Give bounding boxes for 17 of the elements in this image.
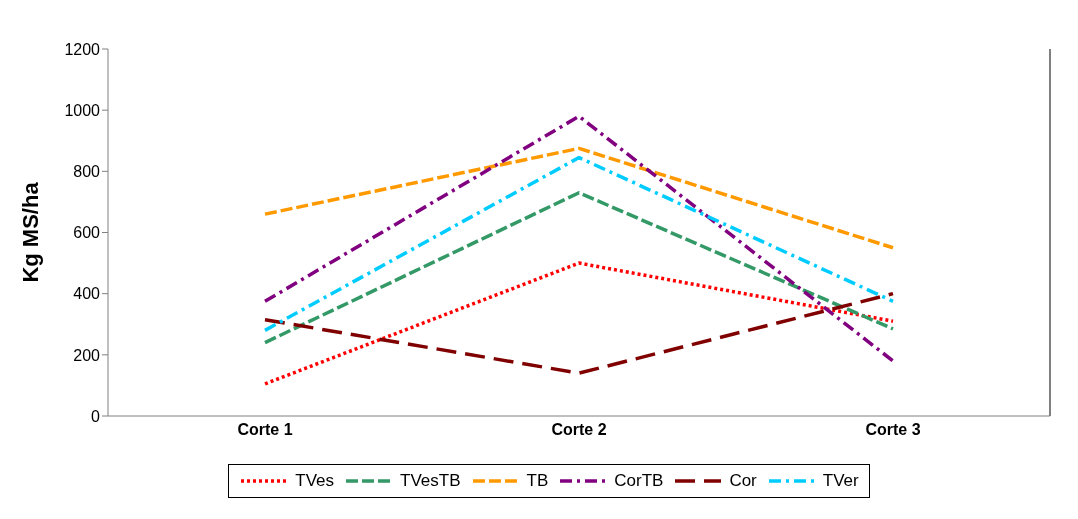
legend-label: CorTB [614, 471, 664, 491]
legend-label: TVes [295, 471, 335, 491]
y-tick-label: 1000 [64, 101, 101, 119]
legend-label: Cor [729, 471, 757, 491]
legend-label: TVer [822, 471, 859, 491]
y-tick-label: 800 [73, 163, 101, 181]
y-tick-label: 1200 [64, 40, 101, 58]
y-tick-label: 400 [73, 285, 101, 303]
y-tick-label: 200 [73, 346, 101, 364]
x-tick-label: Corte 3 [865, 421, 921, 439]
legend-label: TVesTB [400, 471, 461, 491]
x-tick-label: Corte 1 [237, 421, 293, 439]
x-tick-label: Corte 2 [551, 421, 607, 439]
legend-label: TB [526, 471, 549, 491]
y-tick-label: 600 [73, 224, 101, 242]
y-axis-title: Kg MS/ha [17, 181, 43, 283]
y-tick-label: 0 [91, 407, 101, 425]
